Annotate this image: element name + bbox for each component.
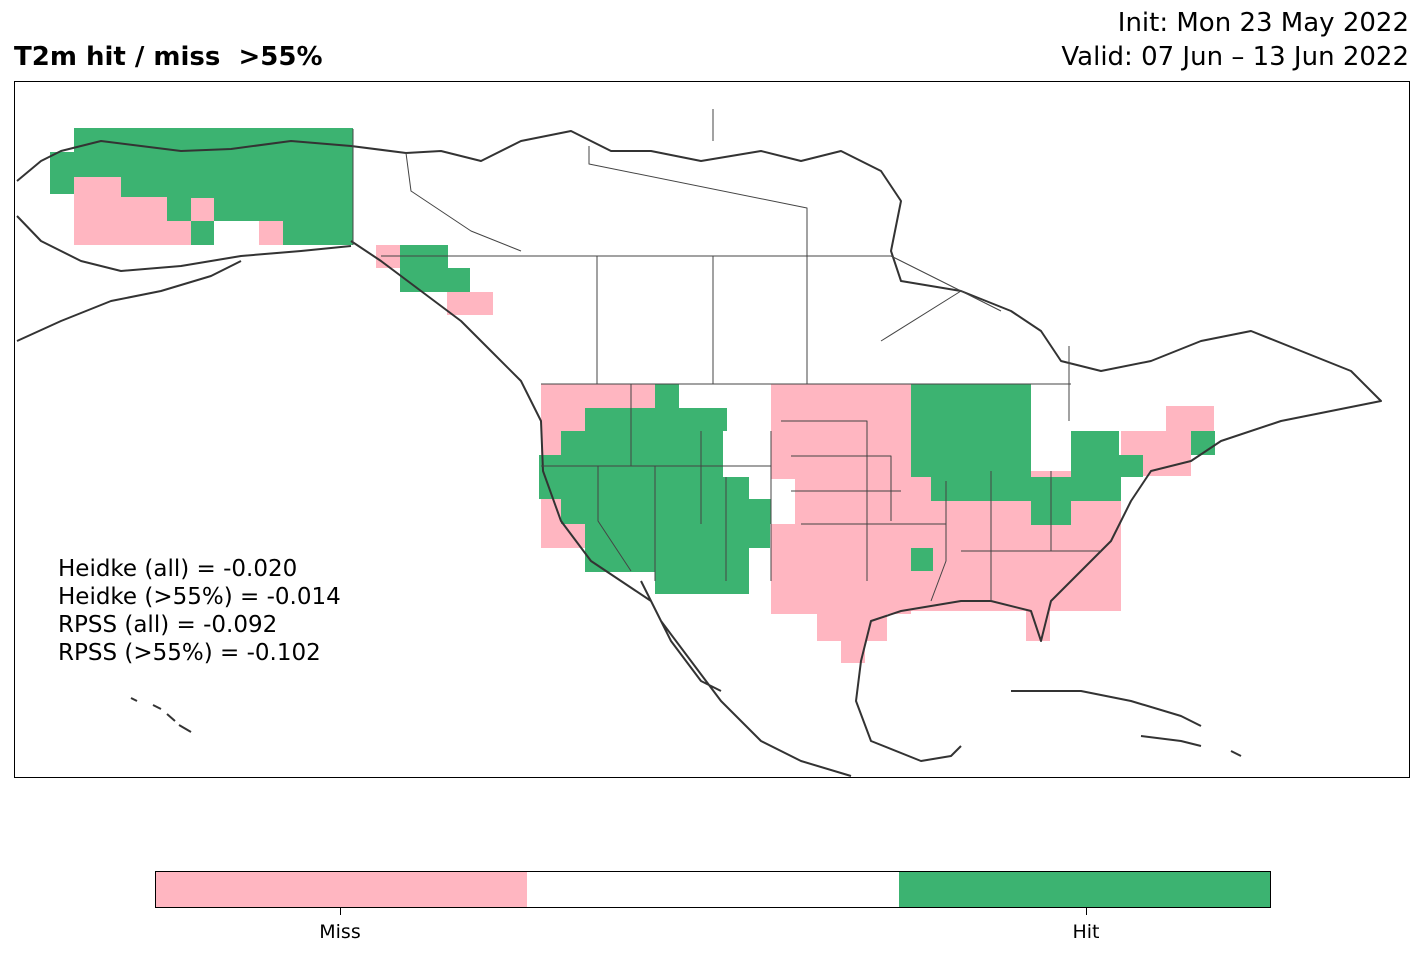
alaska-coastline [16,215,352,342]
no-forecast-cell [749,548,769,572]
score-annotations: Heidke (all) = -0.020 Heidke (>55%) = -0… [58,555,341,667]
caribbean-islands [1011,690,1242,757]
hawaii-islands [130,697,192,733]
hit-cell [561,431,751,455]
map-title: T2m hit / miss >55% [14,42,323,72]
miss-label: Miss [319,921,361,943]
miss-cell [167,221,191,245]
conus-southwest-hit [585,524,770,548]
hit-cell [931,477,1121,501]
heidke-55-score: Heidke (>55%) = -0.014 [58,584,341,610]
hit-cell [655,572,749,594]
miss-cell [74,197,167,245]
rpss-all-score: RPSS (all) = -0.092 [58,612,278,638]
coastline-north-america [16,130,1382,762]
great-lakes-hit [911,384,1031,477]
hit-cell [655,384,679,432]
colorbar-hit-segment [898,872,1270,907]
colorbar-neutral-segment [527,872,899,907]
hit-cell [561,499,771,524]
hit-cell [539,455,749,499]
map-panel [14,81,1410,778]
alaska-gap [214,221,259,245]
miss-cell [191,198,214,221]
hit-cell [50,152,76,194]
hit-tick [1086,908,1087,915]
miss-cell [817,601,887,641]
hit-label: Hit [1072,921,1100,943]
hit-cell [1119,455,1143,477]
valid-period: Valid: 07 Jun – 13 Jun 2022 [1061,42,1409,72]
miss-cell [841,641,865,663]
hit-miss-map [16,109,1382,777]
coastline-west [350,240,852,777]
hit-cell [1071,431,1119,477]
us-states-outline [541,383,1101,602]
colorbar [155,871,1271,908]
miss-cell [259,221,283,245]
coastlines-and-borders [16,109,1382,777]
rpss-55-score: RPSS (>55%) = -0.102 [58,640,321,666]
no-forecast-cell [727,408,751,432]
colorbar-miss-segment [156,872,528,907]
canada-provinces [405,109,1070,421]
hit-cell [911,548,933,571]
init-date: Init: Mon 23 May 2022 [1117,8,1409,38]
no-forecast-cell [771,479,795,524]
hit-cell [1191,431,1215,455]
heidke-all-score: Heidke (all) = -0.020 [58,556,298,582]
no-forecast-cell [723,431,771,477]
us-canada-border [352,129,1002,312]
miss-cell [74,177,121,197]
no-forecast-cell [679,384,747,408]
hit-cell [585,408,655,432]
hit-cell [679,408,727,432]
miss-tick [340,908,341,915]
hit-cell [400,268,470,292]
hit-cell [585,548,750,572]
miss-cell [447,292,493,315]
